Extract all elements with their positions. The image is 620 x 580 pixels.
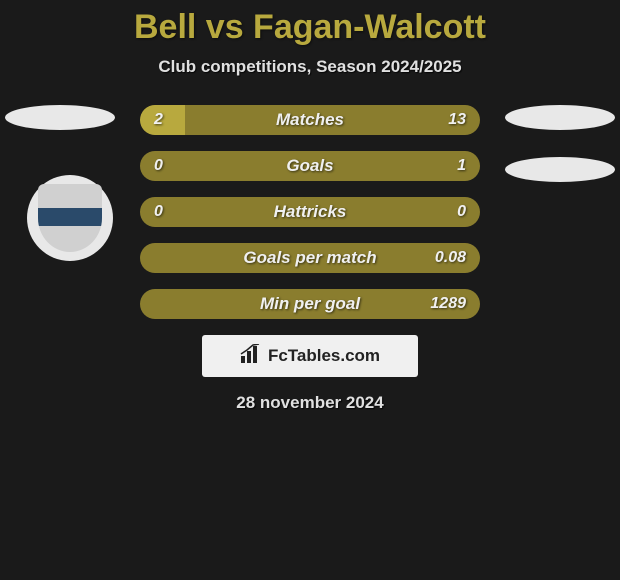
stat-row-hattricks: 0 Hattricks 0 xyxy=(140,197,480,227)
subtitle: Club competitions, Season 2024/2025 xyxy=(0,57,620,77)
club-crest xyxy=(27,175,113,261)
brand-box[interactable]: FcTables.com xyxy=(202,335,418,377)
page-title: Bell vs Fagan-Walcott xyxy=(0,0,620,47)
bar-chart-icon xyxy=(240,344,262,369)
stat-right-value: 1 xyxy=(457,151,466,181)
stat-label: Goals xyxy=(140,151,480,181)
stat-row-goals-per-match: Goals per match 0.08 xyxy=(140,243,480,273)
stat-label: Matches xyxy=(140,105,480,135)
stat-bars: 2 Matches 13 0 Goals 1 0 Hattricks 0 xyxy=(140,105,480,319)
stat-row-goals: 0 Goals 1 xyxy=(140,151,480,181)
player-right-badge-2 xyxy=(505,157,615,182)
player-right-badge-1 xyxy=(505,105,615,130)
stat-row-min-per-goal: Min per goal 1289 xyxy=(140,289,480,319)
stat-label: Hattricks xyxy=(140,197,480,227)
stat-right-value: 1289 xyxy=(430,289,466,319)
stat-label: Min per goal xyxy=(140,289,480,319)
stat-right-value: 0 xyxy=(457,197,466,227)
stat-row-matches: 2 Matches 13 xyxy=(140,105,480,135)
crest-shield-icon xyxy=(38,184,102,252)
stat-right-value: 13 xyxy=(448,105,466,135)
stat-right-value: 0.08 xyxy=(435,243,466,273)
stat-label: Goals per match xyxy=(140,243,480,273)
comparison-card: Bell vs Fagan-Walcott Club competitions,… xyxy=(0,0,620,580)
chart-area: 2 Matches 13 0 Goals 1 0 Hattricks 0 xyxy=(0,105,620,413)
player-left-badge xyxy=(5,105,115,130)
brand-label: FcTables.com xyxy=(268,346,380,366)
date-label: 28 november 2024 xyxy=(0,393,620,413)
